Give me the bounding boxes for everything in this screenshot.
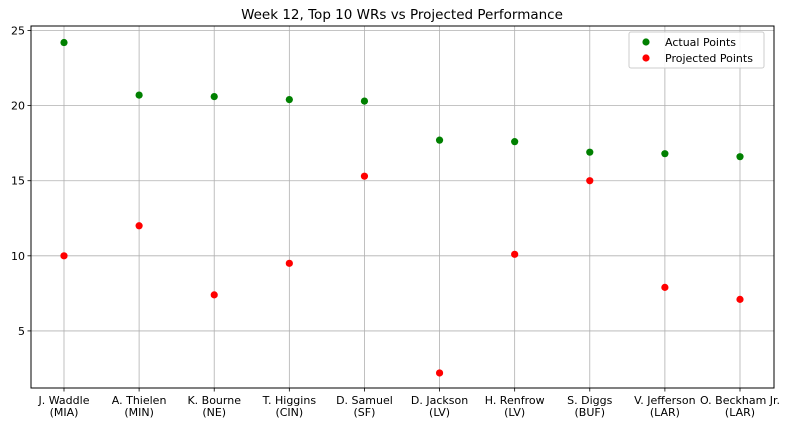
x-tick-label: (LV) — [429, 406, 450, 419]
legend: Actual Points Projected Points — [628, 31, 765, 69]
legend-label: Actual Points — [665, 36, 736, 49]
legend-marker — [642, 54, 650, 62]
data-point — [60, 38, 68, 47]
x-tick-label: A. Thielen — [112, 394, 167, 407]
x-tick-label: V. Jefferson — [634, 394, 695, 407]
data-point — [60, 252, 68, 260]
legend-label: Projected Points — [665, 52, 753, 65]
x-tick-label: (LAR) — [650, 406, 680, 419]
data-point — [661, 283, 669, 291]
data-points — [60, 38, 744, 377]
x-tick-label: (SF) — [353, 406, 375, 419]
data-point — [435, 369, 444, 377]
data-point — [135, 91, 143, 99]
data-point — [511, 138, 519, 146]
chart-title: Week 12, Top 10 WRs vs Projected Perform… — [241, 7, 563, 23]
x-tick-label: O. Beckham Jr. — [700, 394, 780, 407]
data-point — [736, 295, 744, 303]
x-tick-label: S. Diggs — [567, 394, 612, 407]
data-point — [285, 259, 293, 267]
x-tick-label: (MIN) — [124, 406, 154, 419]
y-axis: 5 10 15 20 25 — [11, 25, 31, 338]
data-point — [661, 150, 669, 158]
y-tick-label: 10 — [11, 250, 25, 263]
axes-frame — [30, 25, 775, 389]
x-axis: J. Waddle(MIA) A. Thielen(MIN) K. Bourne(N… — [38, 388, 780, 419]
x-tick-label: D. Samuel — [336, 394, 393, 407]
x-tick-label: (CIN) — [275, 406, 303, 419]
y-tick-label: 20 — [11, 100, 25, 113]
x-tick-label: H. Renfrow — [485, 394, 545, 407]
x-tick-label: D. Jackson — [411, 394, 468, 407]
data-point — [210, 291, 218, 299]
x-tick-label: K. Bourne — [187, 394, 241, 407]
y-tick-label: 5 — [18, 325, 25, 338]
data-point — [210, 92, 218, 101]
x-tick-label: (LAR) — [725, 406, 755, 419]
grid — [31, 26, 774, 388]
x-tick-label: (BUF) — [575, 406, 606, 419]
x-tick-label: (MIA) — [50, 406, 79, 419]
x-tick-label: (LV) — [504, 406, 525, 419]
data-point — [511, 250, 519, 258]
y-tick-label: 15 — [11, 175, 25, 188]
legend-box — [628, 31, 765, 69]
x-tick-label: T. Higgins — [262, 394, 317, 407]
data-point — [586, 177, 594, 185]
data-point — [360, 97, 369, 105]
data-point — [435, 136, 444, 144]
x-tick-label: J. Waddle — [38, 394, 90, 407]
data-point — [736, 153, 744, 161]
data-point — [360, 172, 369, 180]
data-point — [285, 96, 293, 104]
legend-marker — [642, 38, 650, 46]
y-tick-label: 25 — [11, 25, 25, 38]
data-point — [135, 222, 143, 230]
x-tick-label: (NE) — [202, 406, 226, 419]
data-point — [586, 148, 594, 156]
